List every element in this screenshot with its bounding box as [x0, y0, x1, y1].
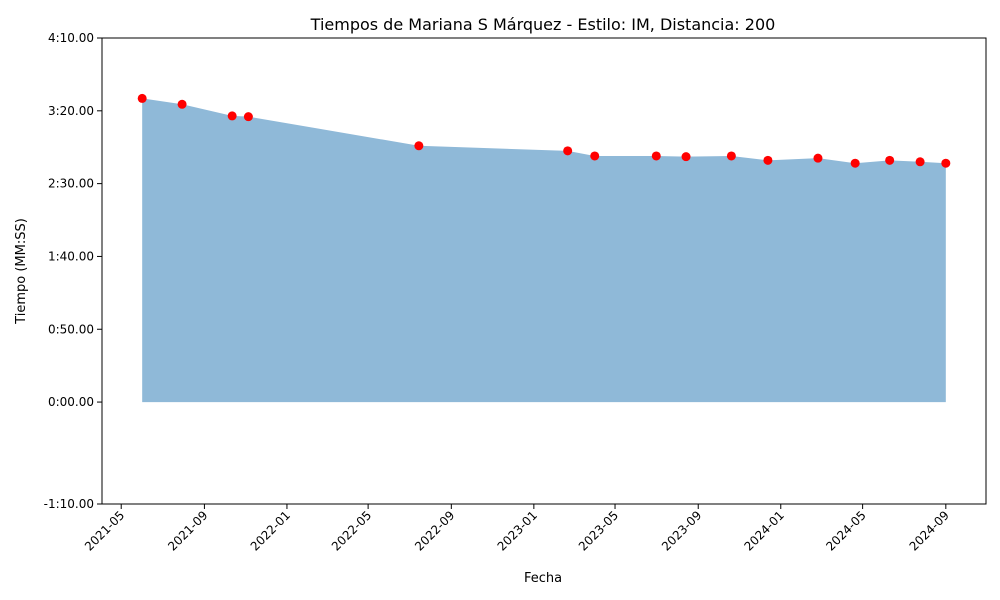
y-tick-label: 2:30.00: [48, 177, 94, 191]
y-tick-label: 0:00.00: [48, 395, 94, 409]
data-point: [941, 158, 951, 168]
data-point: [763, 155, 773, 165]
data-point: [414, 141, 424, 151]
y-axis-label: Tiempo (MM:SS): [14, 218, 29, 325]
data-point: [563, 146, 573, 156]
data-point: [177, 99, 187, 109]
plot-area: [137, 93, 951, 403]
x-tick-label: 2024-05: [823, 508, 868, 553]
plot-frame: [101, 37, 987, 505]
data-point: [681, 152, 691, 162]
y-tick-label: 1:40.00: [48, 249, 94, 263]
x-tick-label: 2024-09: [907, 508, 952, 553]
x-tick-label: 2022-09: [412, 508, 457, 553]
x-tick-label: 2022-01: [248, 508, 293, 553]
y-tick-label: 0:50.00: [48, 322, 94, 336]
data-point: [813, 153, 823, 163]
chart-title: Tiempos de Mariana S Márquez - Estilo: I…: [310, 15, 776, 34]
area-fill: [142, 98, 946, 403]
x-tick-label: 2023-01: [495, 508, 540, 553]
y-tick-label: -1:10.00: [44, 497, 94, 511]
x-axis-label: Fecha: [524, 571, 562, 586]
x-tick-label: 2023-05: [576, 508, 621, 553]
data-point: [590, 151, 600, 161]
data-point: [137, 93, 147, 103]
x-tick-label: 2024-01: [742, 508, 787, 553]
data-point: [651, 151, 661, 161]
x-tick-label: 2021-09: [165, 508, 210, 553]
data-point: [726, 151, 736, 161]
y-axis: -1:10.00 0:00.00 0:50.00 1:40.00 2:30.00 3:20…: [44, 31, 102, 511]
data-point: [850, 158, 860, 168]
y-tick-label: 3:20.00: [48, 104, 94, 118]
x-tick-label: 2022-05: [329, 508, 374, 553]
data-point: [227, 111, 237, 121]
y-tick-label: 4:10.00: [48, 31, 94, 45]
data-point: [243, 112, 253, 122]
x-tick-label: 2023-09: [659, 508, 704, 553]
x-axis: 2021-05 2021-09 2022-01 2022-05 2022-09 2023-…: [82, 504, 952, 554]
data-point: [885, 155, 895, 165]
data-point: [915, 157, 925, 167]
x-tick-label: 2021-05: [82, 508, 127, 553]
